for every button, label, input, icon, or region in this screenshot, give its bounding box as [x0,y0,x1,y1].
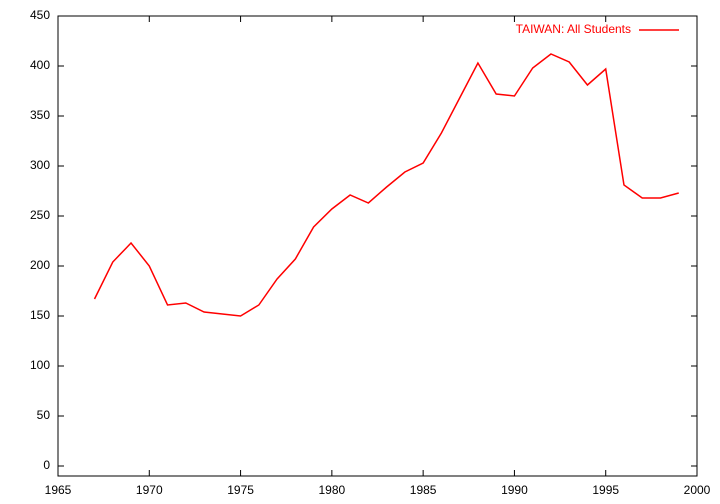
series-line [93,53,679,317]
y-tick-label: 250 [30,208,50,222]
x-tick-label: 1980 [319,483,346,497]
y-tick-label: 400 [30,58,50,72]
x-tick-label: 1970 [136,483,163,497]
y-tick-label: 50 [37,408,51,422]
x-tick-label: 1990 [501,483,528,497]
y-tick-label: 200 [30,258,50,272]
plot-frame [57,15,698,477]
y-tick-label: 450 [30,8,50,22]
x-tick-label: 1985 [410,483,437,497]
x-tick-label: 1975 [227,483,254,497]
x-tick-label: 1965 [45,483,72,497]
y-tick-label: 300 [30,158,50,172]
x-tick-label: 2000 [684,483,711,497]
x-tick-label: 1995 [592,483,619,497]
y-tick-label: 100 [30,358,50,372]
y-tick-label: 0 [43,458,50,472]
legend-label: TAIWAN: All Students [516,22,631,36]
y-tick-label: 150 [30,308,50,322]
y-tick-label: 350 [30,108,50,122]
